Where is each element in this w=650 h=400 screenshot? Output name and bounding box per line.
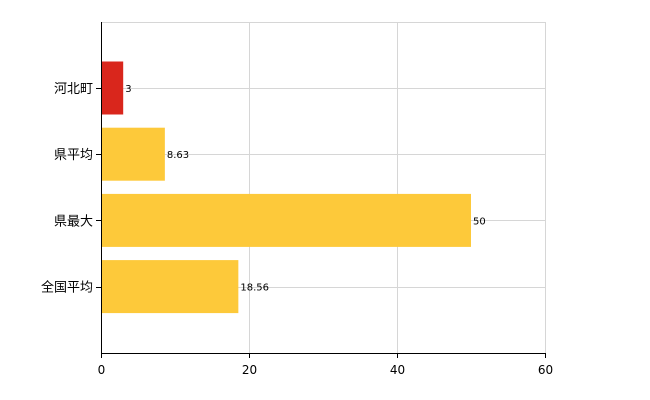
category-label: 県最大 [54, 214, 93, 229]
axis-layer [101, 22, 545, 354]
bar-layer [101, 61, 471, 314]
x-tick-label: 0 [98, 363, 106, 377]
x-tick-label: 60 [538, 363, 553, 377]
data-label: 50 [473, 216, 486, 227]
bar-3 [101, 193, 471, 247]
bar-4 [101, 260, 239, 314]
x-tick-label: 20 [242, 363, 257, 377]
bar-1 [101, 61, 124, 115]
data-label: 8.63 [167, 150, 189, 161]
bar-2 [101, 127, 165, 181]
x-tick-label: 40 [390, 363, 405, 377]
label-layer: 0 20 40 60 河北町 3 県平均 8.63 県最大 50 全国平均 18.56 [41, 82, 553, 377]
category-label: 河北町 [54, 82, 93, 97]
data-label: 3 [125, 84, 131, 95]
data-label: 18.56 [240, 283, 269, 294]
category-label: 全国平均 [41, 280, 93, 296]
category-label: 県平均 [54, 148, 93, 163]
